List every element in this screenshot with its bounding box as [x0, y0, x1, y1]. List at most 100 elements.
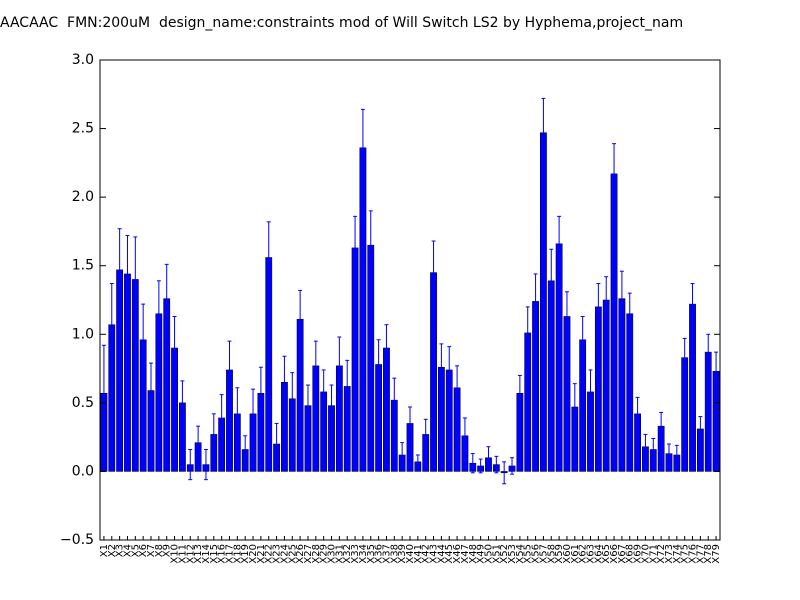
- error-bar: [203, 448, 208, 481]
- x-tick-label: X33: [350, 544, 361, 564]
- x-tick-label: X75: [680, 544, 691, 564]
- chart-title: AACAAC FMN:200uM design_name:constraints…: [0, 15, 683, 31]
- error-bar: [667, 443, 671, 464]
- error-bar: [360, 108, 365, 187]
- x-tick-label: X8: [154, 544, 165, 557]
- error-bar: [541, 97, 546, 168]
- error-bar: [510, 457, 514, 475]
- error-bar: [125, 235, 130, 313]
- x-tick-label: X45: [444, 544, 455, 564]
- error-bar: [612, 143, 617, 205]
- error-bar: [392, 377, 397, 423]
- x-tick-label: X4: [122, 544, 133, 557]
- x-tick-label: X26: [295, 544, 306, 564]
- error-bar: [117, 228, 122, 312]
- x-tick-label: X15: [209, 544, 220, 564]
- error-bar: [470, 453, 475, 474]
- error-bar: [141, 303, 146, 376]
- x-tick-label: X23: [272, 544, 283, 564]
- error-bar: [674, 444, 679, 466]
- y-tick-label: 2.5: [72, 121, 94, 137]
- error-bar: [478, 458, 483, 474]
- error-bar: [486, 446, 491, 470]
- y-tick-label: 1.5: [72, 258, 94, 274]
- x-tick-label: X73: [664, 544, 675, 564]
- x-tick-label: X37: [381, 544, 392, 564]
- bar: [351, 247, 359, 472]
- error-bar: [164, 263, 169, 334]
- error-bar: [643, 433, 648, 460]
- x-tick-label: X10: [170, 544, 181, 564]
- error-bar: [337, 336, 342, 396]
- error-bar: [188, 448, 193, 481]
- bar: [689, 303, 696, 472]
- bar: [594, 306, 602, 472]
- error-bar: [706, 333, 711, 371]
- x-tick-label: X25: [287, 544, 298, 564]
- error-bar: [525, 306, 530, 360]
- x-tick-label: X34: [358, 544, 369, 564]
- error-bar: [235, 387, 240, 441]
- error-bar: [533, 273, 538, 330]
- x-tick-label: X79: [711, 544, 722, 564]
- x-tick-label: X49: [476, 544, 487, 564]
- error-bar: [682, 337, 687, 378]
- x-tick-label: X17: [224, 544, 235, 564]
- x-tick-label: X42: [421, 544, 432, 564]
- x-tick-label: X74: [672, 544, 683, 564]
- error-bar: [384, 324, 389, 372]
- error-bar: [172, 315, 177, 381]
- error-bar: [447, 346, 452, 394]
- error-bar: [243, 435, 248, 464]
- error-bar: [156, 280, 161, 348]
- x-tick-label: X66: [609, 544, 620, 564]
- error-bar: [588, 369, 593, 415]
- error-bar: [211, 413, 216, 456]
- x-tick-label: X60: [562, 544, 573, 564]
- y-tick-label: 3.0: [72, 52, 94, 68]
- x-tick-label: X29: [319, 544, 330, 564]
- error-bar: [290, 372, 295, 426]
- bar: [359, 147, 367, 472]
- bar: [555, 243, 563, 472]
- x-tick-label: X39: [397, 544, 408, 564]
- x-tick-label: X38: [389, 544, 400, 564]
- error-bar: [368, 210, 373, 280]
- error-bar: [227, 340, 232, 400]
- x-tick-label: X51: [491, 544, 502, 564]
- bar: [602, 299, 610, 472]
- x-tick-label: X65: [601, 544, 612, 564]
- x-tick-label: X77: [695, 544, 706, 564]
- x-tick-label: X7: [146, 544, 157, 557]
- error-bar: [251, 388, 255, 440]
- error-bar: [549, 248, 554, 313]
- x-tick-label: X35: [366, 544, 377, 564]
- x-tick-label: X44: [436, 544, 447, 564]
- error-bar: [455, 365, 460, 411]
- error-bar: [635, 396, 640, 431]
- error-bar: [266, 221, 271, 294]
- x-tick-label: X32: [342, 544, 353, 564]
- bar: [626, 313, 634, 472]
- x-tick-label: X48: [468, 544, 479, 564]
- error-bar: [580, 315, 585, 364]
- error-bar: [149, 362, 153, 419]
- x-tick-label: X30: [327, 544, 338, 564]
- y-tick-label: 2.0: [72, 189, 94, 205]
- error-bar: [329, 384, 334, 427]
- x-tick-label: X16: [217, 544, 228, 564]
- error-bar: [557, 215, 562, 272]
- error-bar: [651, 438, 656, 461]
- error-bar: [101, 344, 106, 442]
- error-bar: [133, 236, 138, 323]
- x-tick-label: X63: [586, 544, 597, 564]
- x-tick-label: X61: [570, 544, 581, 564]
- x-tick-label: X46: [452, 544, 463, 564]
- x-tick-label: X40: [405, 544, 416, 564]
- error-bar: [690, 283, 695, 326]
- y-tick-label: 0.5: [72, 395, 94, 411]
- x-tick-label: X69: [633, 544, 644, 564]
- x-tick-label: X70: [640, 544, 651, 564]
- error-bar: [627, 292, 632, 335]
